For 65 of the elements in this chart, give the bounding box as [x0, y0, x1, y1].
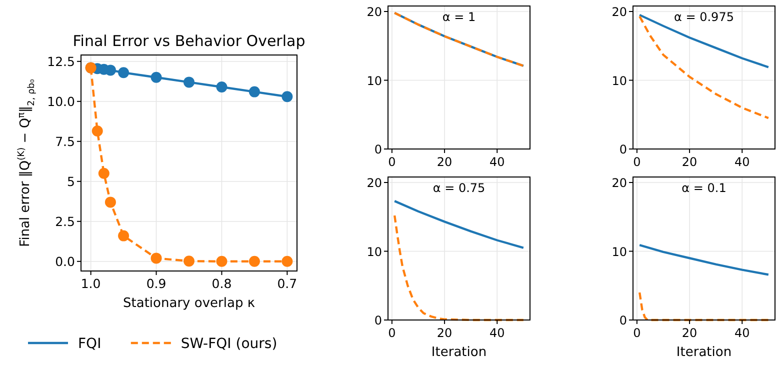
y-tick-label: 20: [366, 176, 382, 190]
x-tick-label: 40: [734, 326, 750, 340]
x-tick-label: 0.7: [277, 276, 298, 291]
y-tick-label: 0: [619, 314, 627, 328]
y-tick-label: 10: [612, 244, 627, 259]
y-tick-label: 12.5: [47, 54, 75, 69]
point: [282, 256, 293, 267]
line-series: [393, 214, 525, 322]
point: [282, 91, 293, 102]
y-tick-label: 20: [366, 5, 382, 19]
chart-title: α = 0.1: [682, 181, 726, 195]
x-axis-title: Iteration: [676, 345, 732, 360]
y-tick-label: 20: [612, 5, 627, 19]
point: [216, 256, 228, 267]
line-series: [638, 14, 770, 68]
point: [184, 256, 194, 267]
point: [150, 252, 162, 264]
y-tick-label: 5: [67, 174, 75, 189]
point: [184, 76, 194, 88]
x-tick-label: 0: [633, 326, 641, 340]
x-tick-label: 0.8: [212, 276, 232, 291]
y-tick-label: 0: [374, 142, 382, 156]
point: [118, 230, 130, 242]
line-series: [638, 291, 770, 322]
x-axis-title: Stationary overlap κ: [123, 296, 256, 311]
point: [150, 72, 162, 83]
x-tick-label: 0: [633, 155, 641, 169]
point: [118, 67, 130, 78]
legend-label: SW-FQI (ours): [180, 336, 278, 352]
x-tick-label: 20: [682, 155, 698, 169]
point: [216, 82, 228, 92]
line-series: [638, 244, 770, 276]
point: [92, 126, 103, 136]
y-tick-label: 10: [366, 74, 382, 88]
line-series: [393, 12, 525, 67]
chart-title: Final Error vs Behavior Overlap: [72, 32, 306, 50]
y-tick-label: 0: [374, 314, 382, 328]
chart-title: α = 1: [442, 10, 476, 24]
y-tick-label: 0: [619, 142, 627, 156]
chart-title: α = 0.75: [432, 181, 486, 195]
point: [248, 86, 260, 98]
point: [98, 168, 110, 179]
y-tick-label: 10: [612, 74, 627, 88]
x-tick-label: 20: [436, 155, 452, 169]
y-tick-label: 10.0: [47, 94, 76, 109]
x-tick-label: 0: [388, 155, 396, 169]
x-tick-label: 40: [489, 326, 505, 340]
y-tick-label: 20: [612, 176, 627, 190]
x-axis-title: Iteration: [431, 345, 487, 360]
chart-title: α = 0.975: [674, 10, 734, 24]
x-tick-label: 40: [734, 155, 750, 169]
x-tick-label: 0.9: [146, 276, 166, 291]
point: [248, 256, 260, 267]
point: [104, 196, 116, 208]
x-tick-label: 0: [388, 326, 396, 340]
y-tick-label: 10: [366, 244, 382, 259]
y-tick-label: 2.5: [55, 214, 75, 229]
x-tick-label: 20: [682, 326, 698, 340]
y-tick-label: 0.0: [55, 254, 76, 269]
line-series: [393, 200, 525, 249]
y-tick-label: 7.5: [55, 134, 75, 149]
x-tick-label: 1.0: [80, 276, 101, 291]
x-tick-label: 20: [436, 326, 452, 340]
x-tick-label: 40: [489, 155, 505, 169]
legend-label: FQI: [78, 336, 102, 352]
